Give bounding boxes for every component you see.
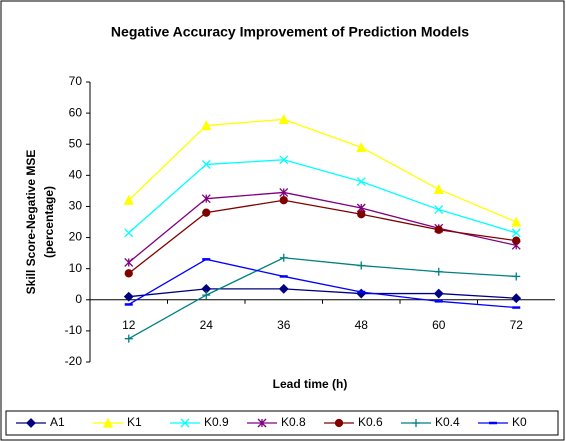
x-tick-label: 72 [510,318,524,332]
x-tick-label: 12 [122,318,136,332]
marker [201,194,211,204]
y-tick-label: 30 [69,199,83,213]
legend-marker [26,418,36,428]
y-tick-label: 70 [69,74,83,88]
x-axis-label: Lead time (h) [273,377,348,391]
legend-label: A1 [50,415,65,429]
marker [356,177,366,187]
legend-marker [334,418,344,428]
marker [202,291,211,300]
marker [201,159,211,169]
x-tick-label: 60 [432,318,446,332]
marker [279,155,289,165]
marker [278,283,289,294]
legend-label: K0.4 [435,415,460,429]
legend-label: K0.9 [204,415,229,429]
marker [279,253,288,262]
y-axis-label: Skill Score-Negative MSE [24,150,38,295]
y-tick-label: 40 [69,168,83,182]
marker [279,187,289,197]
marker [434,225,443,234]
plot-area [90,82,555,362]
marker [434,267,443,276]
marker [512,272,521,281]
legend-marker [412,419,420,427]
y-tick-label: 60 [69,105,83,119]
marker [123,194,134,205]
x-tick-label: 24 [200,318,214,332]
chart-title: Negative Accuracy Improvement of Predict… [111,24,469,40]
marker [123,291,134,302]
marker [357,261,366,270]
legend-marker [102,417,114,428]
y-tick-label: -10 [65,323,83,337]
series-line [128,118,517,223]
legend-label: K0.6 [358,415,383,429]
y-tick-label: 10 [69,261,83,275]
marker [511,216,522,227]
y-tick-label: 0 [75,292,82,306]
legend-label: K0 [512,415,527,429]
marker [511,293,522,304]
series-line [128,257,517,340]
marker [357,210,366,219]
marker [278,113,289,124]
marker [511,228,521,238]
y-axis-label: (percentage) [42,186,56,258]
y-tick-label: -20 [65,354,83,368]
legend-label: K0.8 [281,415,306,429]
legend-marker [180,418,190,428]
marker [201,120,212,131]
marker [433,183,444,194]
series-line [128,199,517,274]
y-tick-label: 50 [69,136,83,150]
legend-label: K1 [127,415,142,429]
series-line [128,258,517,309]
series-line [128,288,517,299]
marker [124,228,134,238]
legend-marker [257,418,267,428]
y-tick-label: 20 [69,230,83,244]
x-tick-label: 48 [355,318,369,332]
marker [279,196,288,205]
marker [124,257,134,267]
marker [124,269,133,278]
marker [124,334,133,343]
marker [356,141,367,152]
marker [202,208,211,217]
marker [433,288,444,299]
series-line [128,159,517,234]
marker [434,205,444,215]
marker [512,236,521,245]
x-tick-label: 36 [277,318,291,332]
